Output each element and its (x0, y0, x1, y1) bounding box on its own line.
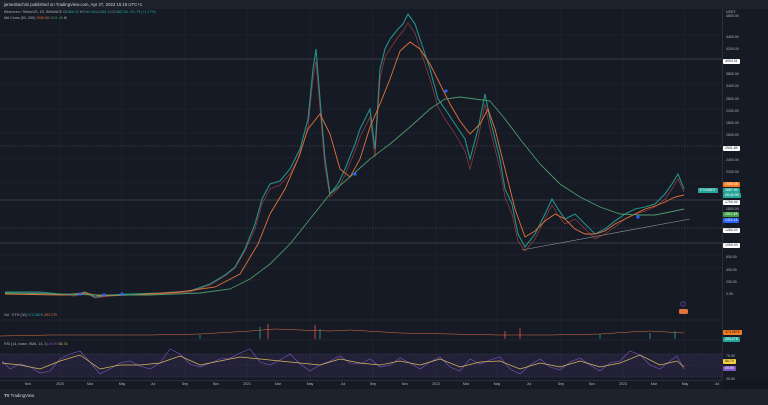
price-tick: 4800.00 (726, 14, 739, 18)
price-tag: 09:40:39 (723, 193, 741, 198)
time-label: May (118, 382, 126, 386)
price-tick: 2800.00 (726, 97, 739, 101)
price-axis[interactable]: USDT 4800.00 4400.00 4200.00 3800.00 3400.00… (698, 9, 768, 381)
price-tag: 49.50 (723, 366, 736, 371)
chart-canvas (0, 9, 722, 380)
time-label: May (493, 382, 501, 386)
ma-cross-legend[interactable]: MA Cross (50, 200) 1906.58 1511.45 ⚙ (4, 15, 67, 21)
rsi-legend[interactable]: RSI (14, close, SMA, 14, 2) 49.50 56.74 (4, 341, 68, 347)
time-label: Mar (86, 382, 94, 386)
price-tick: 4200.00 (726, 47, 739, 51)
cross-markers (78, 89, 640, 297)
rsi-label: RSI (14, close, SMA, 14, 2) (4, 342, 48, 346)
rsi-sma-line (1, 354, 685, 370)
time-label: Mar (462, 382, 470, 386)
time-label: 2023 (619, 382, 627, 386)
rsi-sma-value: 56.74 (58, 342, 68, 346)
footer: TV TradingView (0, 389, 768, 405)
price-tag: 1511.45 (723, 212, 740, 217)
currency-label: USDT (726, 10, 736, 14)
price-tick: 4400.00 (726, 35, 739, 39)
ma-fast-line (4, 41, 685, 297)
volume-legend[interactable]: Vol · ETH (30) 473.587K 493.27K (4, 312, 58, 318)
publisher-header: jamesbachini published on TradingView.co… (0, 0, 768, 9)
change-value: +21.79 (+1.17%) (129, 10, 156, 14)
time-label: Nov (588, 382, 596, 386)
time-label: Sep (369, 382, 377, 386)
time-label: Sep (181, 382, 189, 386)
price-chart[interactable]: Ethereum / TetherUS, 1D, BINANCE O1866.0… (0, 9, 722, 380)
price-tick: 600.00 (726, 255, 737, 259)
time-label: 2022 (432, 382, 440, 386)
time-label: Nov (401, 382, 409, 386)
symbol-name: Ethereum / TetherUS, 1D, BINANCE (4, 10, 63, 14)
time-label: Nov (24, 382, 32, 386)
ma-cross-label: MA Cross (50, 200) (4, 16, 35, 20)
time-label: Sep (557, 382, 565, 386)
price-tick: 1800.00 (726, 121, 739, 125)
symbol-badge: ETHUSDT (698, 188, 718, 193)
ma-slow-line (4, 96, 685, 296)
ma-slow-value: 1511.45 (49, 16, 63, 20)
price-tick: 2200.00 (726, 170, 739, 174)
time-label: Jul (526, 382, 532, 386)
volume-bars (0, 324, 685, 339)
price-tick: 400.00 (726, 268, 737, 272)
time-label: Jul (714, 382, 720, 386)
price-tag: 1887.80 (723, 188, 740, 193)
price-tag: 1411.14 (723, 218, 740, 223)
volume-value-1: 473.587K (27, 313, 44, 317)
price-tag: 1906.58 (723, 182, 740, 187)
ma-fast-value: 1906.58 (35, 16, 49, 20)
tradingview-logo[interactable]: TV TradingView (4, 393, 35, 398)
open-value: 1866.00 (65, 10, 79, 14)
time-label: May (306, 382, 314, 386)
price-tag: 1280.00 (723, 228, 740, 233)
price-tag: 56.74 (723, 359, 736, 364)
time-label: Mar (274, 382, 282, 386)
time-label: 2021 (243, 382, 251, 386)
price-tick: 200.00 (726, 280, 737, 284)
price-tick: 3800.00 (726, 72, 739, 76)
price-tick: 3400.00 (726, 84, 739, 88)
rsi-tick: 25.00 (726, 377, 735, 381)
price-tick: 2400.00 (726, 158, 739, 162)
price-tag: 493.27K (723, 337, 741, 342)
high-value: 1940.96 (82, 10, 96, 14)
price-tick: 0.00 (726, 292, 733, 296)
close-value: 1887.80 (115, 10, 129, 14)
time-label: Jul (150, 382, 156, 386)
time-label: May (681, 382, 689, 386)
published-by-text: jamesbachini published on TradingView.co… (4, 2, 143, 7)
time-label: Mar (650, 382, 658, 386)
time-label: Jul (340, 382, 346, 386)
rsi-tick: 75.00 (726, 354, 735, 358)
symbol-legend: Ethereum / TetherUS, 1D, BINANCE O1866.0… (4, 10, 156, 14)
volume-value-2: 493.27K (44, 313, 58, 317)
time-axis[interactable]: Nov 2020 Mar May Jul Sep Nov 2021 Mar May Jul Sep No… (0, 380, 722, 389)
price-tag: 473.587K (723, 330, 742, 335)
price-tag: 4004.31 (723, 59, 740, 64)
dividend-icon (679, 309, 688, 314)
earnings-icon (680, 301, 686, 307)
support-trendline (521, 218, 691, 251)
price-tag: 1000.00 (723, 243, 740, 248)
time-label: Nov (212, 382, 220, 386)
low-value: 1861.19 (98, 10, 112, 14)
price-tag: 1700.00 (723, 200, 740, 205)
settings-icon[interactable]: ⚙ (63, 16, 67, 20)
price-tick: 1800.00 (726, 207, 739, 211)
volume-label: Vol · ETH (30) (4, 313, 27, 317)
rsi-value: 49.50 (48, 342, 58, 346)
price-tick: 2600.00 (726, 133, 739, 137)
time-label: 2020 (56, 382, 64, 386)
price-tick: 2200.00 (726, 109, 739, 113)
price-tag: 2941.89 (723, 146, 740, 151)
